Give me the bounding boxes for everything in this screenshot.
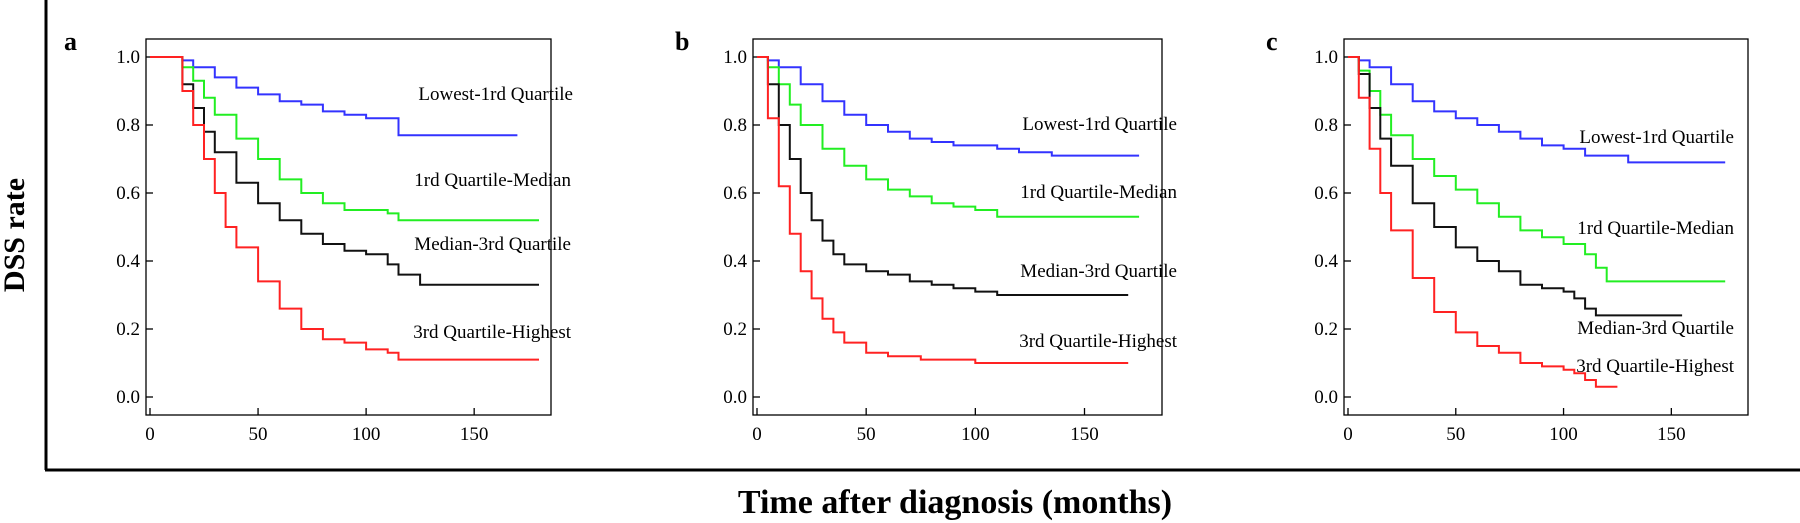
series-label-1rd-quartile-median: 1rd Quartile-Median <box>1577 218 1734 239</box>
series-line-3rd-quartile-highest <box>150 56 539 361</box>
x-tick-label: 150 <box>460 424 489 445</box>
y-tick-label: 1.0 <box>116 47 140 68</box>
x-tick-label: 50 <box>249 424 268 445</box>
x-tick-label: 100 <box>1549 424 1578 445</box>
series-line-lowest-1rd-quartile <box>1348 56 1726 164</box>
panel-letter: b <box>675 27 689 56</box>
series-label-3rd-quartile-highest: 3rd Quartile-Highest <box>1019 331 1177 352</box>
x-tick-label: 0 <box>1343 424 1353 445</box>
series-label-1rd-quartile-median: 1rd Quartile-Median <box>414 170 571 191</box>
x-tick-label: 100 <box>352 424 381 445</box>
series-label-lowest-1rd-quartile: Lowest-1rd Quartile <box>418 84 573 105</box>
series-line-1rd-quartile-median <box>757 56 1140 218</box>
y-tick-label: 0.4 <box>1314 251 1338 272</box>
y-tick-label: 0.6 <box>116 183 140 204</box>
y-tick-label: 0.8 <box>1314 115 1338 136</box>
series-label-3rd-quartile-highest: 3rd Quartile-Highest <box>413 322 571 343</box>
y-tick-label: 0.0 <box>723 387 747 408</box>
x-tick-label: 150 <box>1657 424 1686 445</box>
panel-letter: a <box>64 27 77 56</box>
y-tick-label: 0.2 <box>723 319 747 340</box>
x-tick-label: 50 <box>1446 424 1465 445</box>
series-line-lowest-1rd-quartile <box>757 56 1140 157</box>
panel-letter: c <box>1266 27 1278 56</box>
series-line-1rd-quartile-median <box>1348 56 1726 283</box>
series-label-lowest-1rd-quartile: Lowest-1rd Quartile <box>1579 127 1734 148</box>
panel-a: 0.0 0.2 0.4 0.6 0.8 1.0 0 50 100 150 Lowest-1rd Qu… <box>64 27 573 445</box>
plot-frame <box>145 38 552 416</box>
series-label-median-3rd-quartile: Median-3rd Quartile <box>1020 261 1177 282</box>
series-label-lowest-1rd-quartile: Lowest-1rd Quartile <box>1022 114 1177 135</box>
series-label-median-3rd-quartile: Median-3rd Quartile <box>414 234 571 255</box>
x-tick-label: 100 <box>961 424 990 445</box>
series-label-median-3rd-quartile: Median-3rd Quartile <box>1577 318 1734 339</box>
y-tick-label: 0.6 <box>723 183 747 204</box>
series-line-median-3rd-quartile <box>757 56 1129 296</box>
x-tick-label: 0 <box>145 424 155 445</box>
y-tick-label: 0.2 <box>116 319 140 340</box>
y-tick-label: 1.0 <box>723 47 747 68</box>
y-tick-label: 1.0 <box>1314 47 1338 68</box>
plot-frame <box>1343 38 1749 416</box>
series-line-median-3rd-quartile <box>1348 56 1683 317</box>
series-label-3rd-quartile-highest: 3rd Quartile-Highest <box>1576 356 1734 377</box>
y-tick-label: 0.8 <box>723 115 747 136</box>
panel-b: 0.0 0.2 0.4 0.6 0.8 1.0 0 50 100 150 Lowest-1rd Qu… <box>675 27 1178 445</box>
y-tick-label: 0.2 <box>1314 319 1338 340</box>
panel-c: 0.0 0.2 0.4 0.6 0.8 1.0 0 50 100 150 Lowest-1rd Qu… <box>1266 27 1749 445</box>
y-axis-title: DSS rate <box>0 178 31 292</box>
y-tick-label: 0.4 <box>116 251 140 272</box>
x-axis-title: Time after diagnosis (months) <box>738 484 1172 521</box>
series-line-3rd-quartile-highest <box>1348 56 1618 388</box>
x-tick-label: 150 <box>1070 424 1099 445</box>
y-tick-label: 0.0 <box>1314 387 1338 408</box>
y-tick-label: 0.0 <box>116 387 140 408</box>
y-tick-label: 0.4 <box>723 251 747 272</box>
series-line-lowest-1rd-quartile <box>150 56 518 137</box>
plot-frame <box>752 38 1163 416</box>
x-tick-label: 50 <box>857 424 876 445</box>
series-line-3rd-quartile-highest <box>757 56 1129 364</box>
y-tick-label: 0.6 <box>1314 183 1338 204</box>
series-line-1rd-quartile-median <box>150 56 539 222</box>
x-tick-label: 0 <box>752 424 762 445</box>
series-label-1rd-quartile-median: 1rd Quartile-Median <box>1020 182 1177 203</box>
y-tick-label: 0.8 <box>116 115 140 136</box>
